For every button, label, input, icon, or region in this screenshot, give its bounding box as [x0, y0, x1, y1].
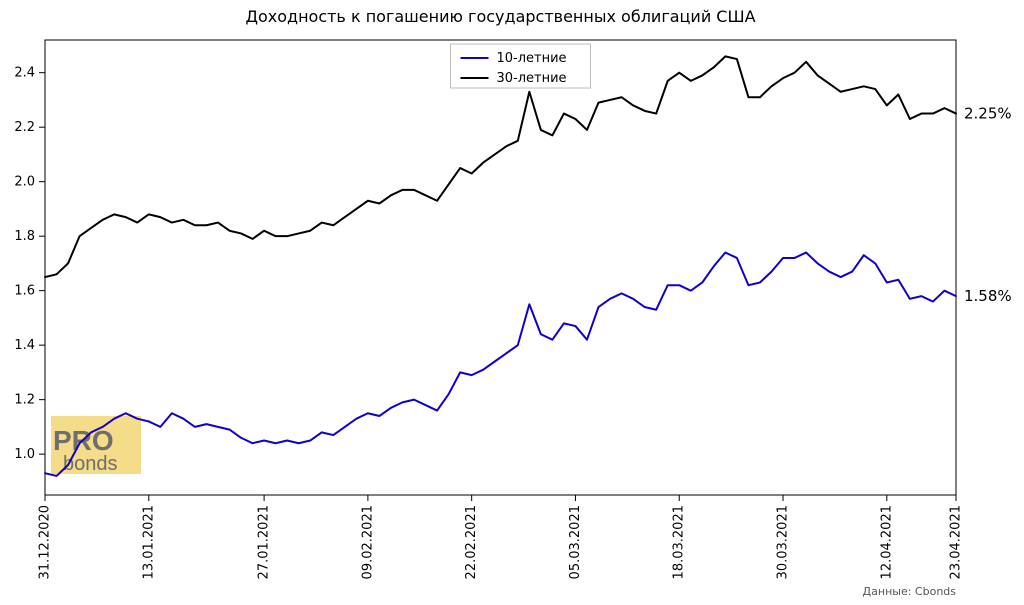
y-tick-label: 1.6	[14, 284, 35, 299]
y-tick-label: 1.0	[14, 447, 35, 462]
x-tick-label: 31.12.2020	[38, 505, 53, 579]
series-line-10-летние	[45, 253, 956, 476]
series-line-30-летние	[45, 56, 956, 277]
x-tick-label: 23.04.2021	[949, 505, 964, 579]
chart-title: Доходность к погашению государственных о…	[245, 7, 755, 26]
chart-svg: PRObonds1.01.21.41.61.82.02.22.431.12.20…	[0, 0, 1024, 605]
y-tick-label: 2.4	[14, 66, 35, 81]
y-tick-label: 2.0	[14, 175, 35, 190]
x-tick-label: 27.01.2021	[257, 505, 272, 579]
plot-area-border	[45, 40, 956, 495]
legend-label: 10-летние	[497, 51, 567, 66]
yield-chart: PRObonds1.01.21.41.61.82.02.22.431.12.20…	[0, 0, 1024, 605]
end-label: 2.25%	[964, 105, 1012, 123]
x-tick-label: 09.02.2021	[360, 505, 375, 579]
y-tick-label: 2.2	[14, 120, 35, 135]
x-tick-label: 22.02.2021	[464, 505, 479, 579]
end-label: 1.58%	[964, 287, 1012, 305]
y-tick-label: 1.2	[14, 393, 35, 408]
x-tick-label: 05.03.2021	[568, 505, 583, 579]
legend-label: 30-летние	[497, 71, 567, 86]
x-tick-label: 12.04.2021	[879, 505, 894, 579]
watermark-line2: bonds	[63, 453, 118, 475]
x-tick-label: 30.03.2021	[776, 505, 791, 579]
attribution: Данные: Cbonds	[863, 585, 957, 598]
x-tick-label: 18.03.2021	[672, 505, 687, 579]
y-tick-label: 1.8	[14, 229, 35, 244]
x-tick-label: 13.01.2021	[141, 505, 156, 579]
y-tick-label: 1.4	[14, 338, 35, 353]
